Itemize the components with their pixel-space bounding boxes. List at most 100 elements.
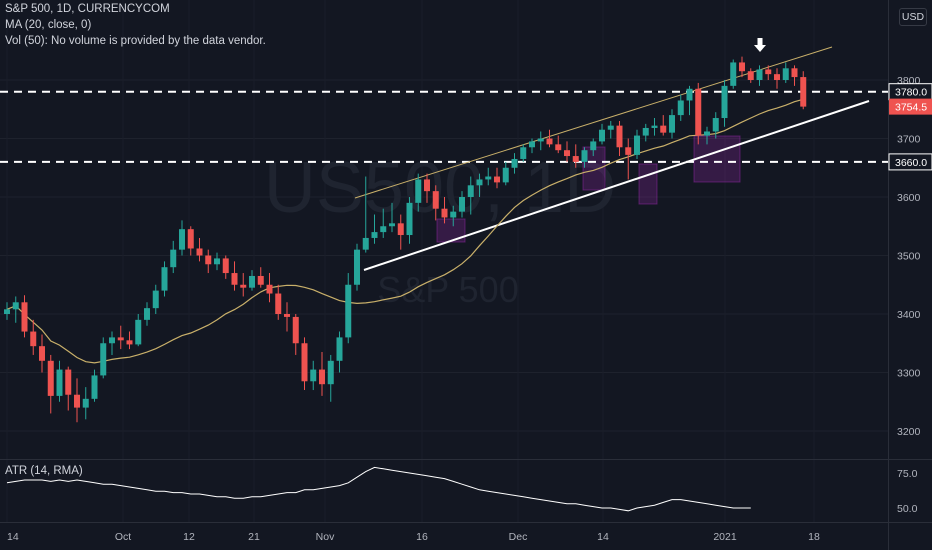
candle [511, 153, 518, 174]
price-tick-label: 3700 [897, 134, 921, 146]
candle [406, 197, 413, 244]
candle-body [82, 398, 89, 408]
candle [765, 65, 772, 80]
candle-body [12, 302, 19, 310]
candle-body [257, 275, 264, 285]
candle [669, 109, 675, 139]
candle-body [704, 131, 710, 136]
currency-button[interactable]: USD [899, 8, 927, 26]
candle-body [4, 309, 10, 314]
candle [581, 147, 588, 168]
candle-body [310, 369, 317, 382]
time-tick-label: 2021 [713, 531, 737, 543]
atr-tick-label: 50.0 [897, 503, 918, 515]
candle-body [669, 115, 675, 133]
candle [257, 267, 264, 288]
candle-body [30, 331, 37, 347]
time-tick-label: 14 [7, 531, 19, 543]
candle-body [511, 158, 518, 168]
candle-body [205, 255, 212, 265]
candle [634, 129, 640, 159]
candle-body [791, 68, 798, 78]
candle [459, 191, 465, 218]
candle [712, 112, 719, 139]
candle-body [616, 125, 623, 148]
candle [625, 138, 632, 180]
candle-body [782, 68, 789, 80]
down-arrow-icon [754, 38, 766, 52]
atr-line [6, 466, 751, 512]
candle [231, 261, 238, 291]
candle [441, 197, 448, 224]
time-tick-label: 21 [248, 531, 260, 543]
ma-line [6, 98, 804, 364]
atr-legend[interactable]: ATR (14, RMA) [5, 465, 83, 477]
candle-body [284, 314, 290, 317]
candle [161, 261, 168, 297]
candle [56, 360, 63, 402]
support-trendline [363, 100, 870, 271]
candle [117, 325, 124, 350]
candle [450, 205, 457, 227]
candle [389, 202, 395, 233]
candle-body [187, 229, 194, 249]
candle [301, 337, 308, 391]
price-tick-label: 3300 [897, 368, 921, 380]
candle [144, 302, 150, 326]
candle-body [467, 185, 474, 197]
candle-body [389, 223, 395, 227]
candle [677, 94, 684, 121]
candle-body [756, 69, 763, 80]
candle-body [712, 118, 719, 132]
candle-body [800, 77, 807, 107]
candle [721, 80, 728, 127]
candle-body [231, 273, 238, 285]
time-tick-label: Oct [115, 531, 131, 543]
candle-body [144, 308, 150, 320]
candle-body [380, 226, 387, 233]
candle [432, 185, 439, 221]
candle-body [634, 135, 640, 155]
candle-body [222, 258, 229, 274]
price-tick-label: 3600 [897, 192, 921, 204]
volume-legend[interactable]: Vol (50): No volume is provided by the d… [5, 35, 266, 47]
atr-tick-label: 75.0 [897, 468, 918, 480]
symbol-legend[interactable]: S&P 500, 1D, CURRENCYCOM [5, 3, 170, 15]
candle [4, 302, 10, 320]
candle-body [599, 129, 605, 142]
candle [100, 337, 107, 379]
time-tick-label: Nov [316, 531, 335, 543]
candle [616, 120, 623, 157]
candle-body [275, 293, 282, 314]
candle-body [747, 71, 754, 80]
price-tick-label: 3500 [897, 251, 921, 263]
candle [47, 354, 54, 414]
candle-body [301, 343, 308, 382]
candle [74, 378, 80, 423]
candle [739, 56, 745, 78]
candle [310, 360, 317, 391]
candle-body [677, 100, 684, 116]
candle [336, 331, 343, 373]
candle-body [371, 232, 378, 238]
candle-body [266, 284, 273, 294]
candle-body [100, 343, 107, 376]
candle [152, 284, 159, 314]
candle-body [109, 337, 115, 344]
candle-body [415, 179, 422, 203]
candle-body [642, 127, 649, 136]
candle [520, 144, 527, 162]
candle [12, 296, 19, 323]
candle-body [529, 141, 535, 148]
candle [371, 214, 378, 244]
candle [791, 65, 798, 86]
candle [214, 252, 220, 271]
ma-legend[interactable]: MA (20, close, 0) [5, 19, 92, 31]
candle [21, 295, 28, 338]
candle-body [590, 141, 597, 151]
candle [424, 173, 430, 203]
candle-body [362, 237, 369, 250]
candle [774, 68, 780, 89]
candle-body [21, 302, 28, 332]
